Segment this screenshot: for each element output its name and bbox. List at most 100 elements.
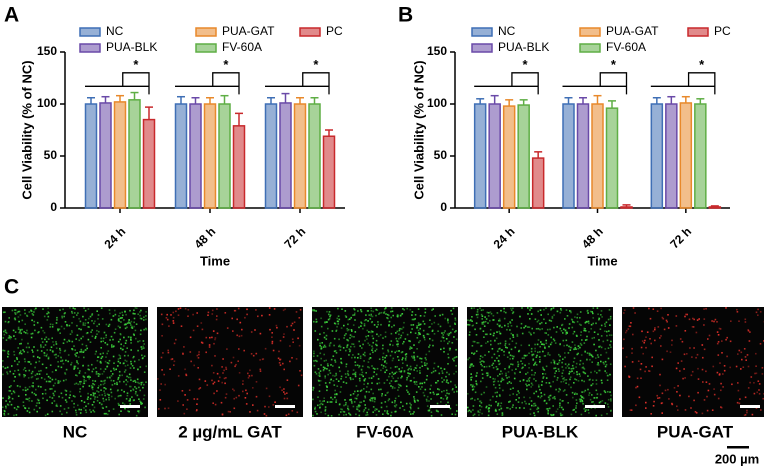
- cell: [471, 385, 474, 388]
- cell: [57, 365, 60, 368]
- cell: [412, 357, 414, 359]
- cell: [579, 317, 581, 319]
- cell: [125, 398, 128, 400]
- cell: [268, 314, 271, 316]
- cell: [588, 394, 590, 396]
- cell: [238, 372, 241, 374]
- cell: [697, 391, 699, 394]
- cell: [96, 390, 98, 392]
- cell: [120, 343, 122, 346]
- cell: [378, 312, 381, 314]
- cell: [369, 353, 371, 355]
- cell: [214, 355, 216, 357]
- cell: [49, 380, 52, 383]
- cell: [284, 393, 286, 395]
- cell: [119, 362, 121, 364]
- cell: [193, 398, 196, 400]
- cell: [486, 311, 489, 314]
- cell: [395, 410, 397, 413]
- cell: [62, 308, 64, 311]
- cell: [83, 356, 85, 359]
- cell: [117, 318, 120, 320]
- cell: [523, 326, 525, 329]
- cell: [103, 331, 106, 334]
- cell: [545, 342, 548, 345]
- cell: [242, 383, 244, 385]
- cell: [8, 317, 10, 319]
- cell: [508, 352, 510, 354]
- cell: [371, 397, 374, 399]
- cell: [467, 393, 469, 395]
- cell: [347, 407, 349, 410]
- cell: [378, 410, 380, 413]
- cell: [595, 389, 598, 392]
- cell: [607, 406, 610, 408]
- cell: [429, 388, 431, 390]
- cell: [324, 375, 326, 377]
- cell: [481, 323, 483, 325]
- cell: [716, 331, 719, 333]
- cell: [37, 331, 39, 334]
- cell: [126, 322, 129, 325]
- cell: [496, 368, 498, 371]
- cell: [382, 358, 384, 361]
- cell: [271, 340, 274, 343]
- cell: [349, 377, 352, 379]
- cell: [419, 383, 421, 385]
- cell: [245, 389, 247, 392]
- cell: [575, 379, 578, 381]
- cell: [344, 403, 347, 406]
- cell: [596, 354, 599, 356]
- cell: [518, 392, 520, 394]
- cell: [338, 344, 341, 347]
- cell: [609, 373, 611, 376]
- cell: [483, 391, 485, 394]
- cell: [530, 386, 532, 388]
- cell: [238, 394, 240, 397]
- cell: [79, 383, 82, 385]
- cell: [583, 380, 585, 383]
- cell: [91, 384, 93, 387]
- cell: [430, 384, 432, 387]
- cell: [377, 323, 379, 326]
- cell: [593, 397, 596, 399]
- cell: [409, 348, 411, 350]
- cell: [66, 324, 68, 326]
- cell: [128, 322, 131, 324]
- cell: [561, 323, 564, 326]
- cell: [425, 353, 428, 356]
- cell: [415, 381, 418, 383]
- cell: [399, 327, 402, 330]
- cell: [125, 339, 128, 342]
- cell: [130, 349, 132, 351]
- cell: [139, 311, 141, 313]
- cell: [221, 413, 224, 415]
- cell: [14, 338, 17, 340]
- cell: [103, 412, 106, 415]
- cell: [175, 310, 177, 313]
- cell: [371, 331, 374, 333]
- cell: [472, 409, 474, 411]
- cell: [609, 391, 611, 393]
- cell: [65, 401, 68, 403]
- cell: [279, 359, 281, 361]
- cell: [588, 354, 591, 356]
- cell: [129, 309, 131, 312]
- cell: [200, 322, 203, 324]
- cell: [134, 379, 136, 382]
- cell: [652, 308, 655, 310]
- cell: [632, 333, 634, 336]
- cell: [74, 395, 76, 398]
- cell: [386, 392, 388, 394]
- cell: [591, 337, 594, 340]
- cell: [473, 413, 476, 416]
- cell: [55, 403, 58, 406]
- cell: [432, 308, 434, 310]
- cell: [92, 392, 94, 394]
- cell: [527, 313, 529, 315]
- cell: [8, 390, 10, 392]
- cell: [382, 352, 385, 355]
- cell: [586, 358, 588, 361]
- cell: [530, 313, 533, 315]
- cell: [182, 404, 184, 406]
